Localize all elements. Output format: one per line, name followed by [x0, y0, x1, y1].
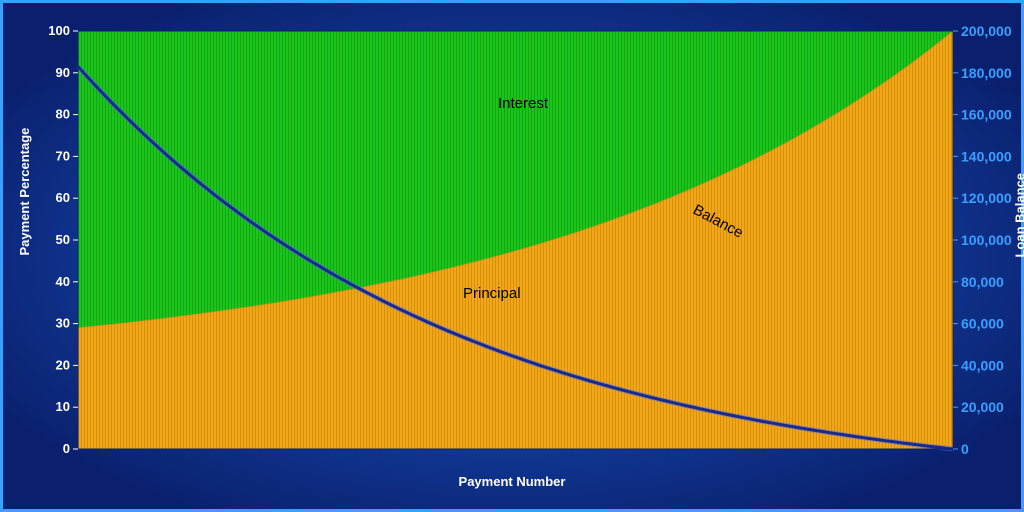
chart-canvas: 0 10 20 30 40 50 60 70 80 90 100 0 20,000 40,000 60,00…: [3, 3, 1024, 512]
left-tick-label: 90: [56, 65, 70, 80]
right-tick-label: 40,000: [961, 357, 1004, 373]
left-axis-title: Payment Percentage: [17, 128, 32, 256]
right-tick-label: 100,000: [961, 232, 1012, 248]
left-tick-label: 60: [56, 190, 70, 205]
right-tick-label: 200,000: [961, 23, 1012, 39]
left-tick-label: 70: [56, 148, 70, 163]
right-tick-label: 80,000: [961, 274, 1004, 290]
left-tick-label: 40: [56, 274, 70, 289]
left-tick-label: 0: [63, 441, 70, 456]
interest-label: Interest: [498, 95, 548, 112]
right-tick-label: 140,000: [961, 148, 1012, 164]
principal-label: Principal: [463, 285, 521, 302]
left-tick-label: 80: [56, 107, 70, 122]
left-tick-label: 30: [56, 316, 70, 331]
right-tick-label: 0: [961, 441, 969, 457]
right-axis-title: Loan Balance: [1013, 173, 1024, 258]
left-tick-label: 10: [56, 399, 70, 414]
left-tick-label: 100: [48, 23, 70, 38]
right-tick-label: 160,000: [961, 107, 1012, 123]
x-axis-title: Payment Number: [3, 474, 1021, 489]
right-tick-label: 120,000: [961, 190, 1012, 206]
left-tick-label: 50: [56, 232, 70, 247]
right-tick-label: 60,000: [961, 316, 1004, 332]
right-tick-label: 180,000: [961, 65, 1012, 81]
left-tick-label: 20: [56, 357, 70, 372]
amortization-chart: 0 10 20 30 40 50 60 70 80 90 100 0 20,000 40,000 60,00…: [0, 0, 1024, 512]
right-tick-label: 20,000: [961, 399, 1004, 415]
